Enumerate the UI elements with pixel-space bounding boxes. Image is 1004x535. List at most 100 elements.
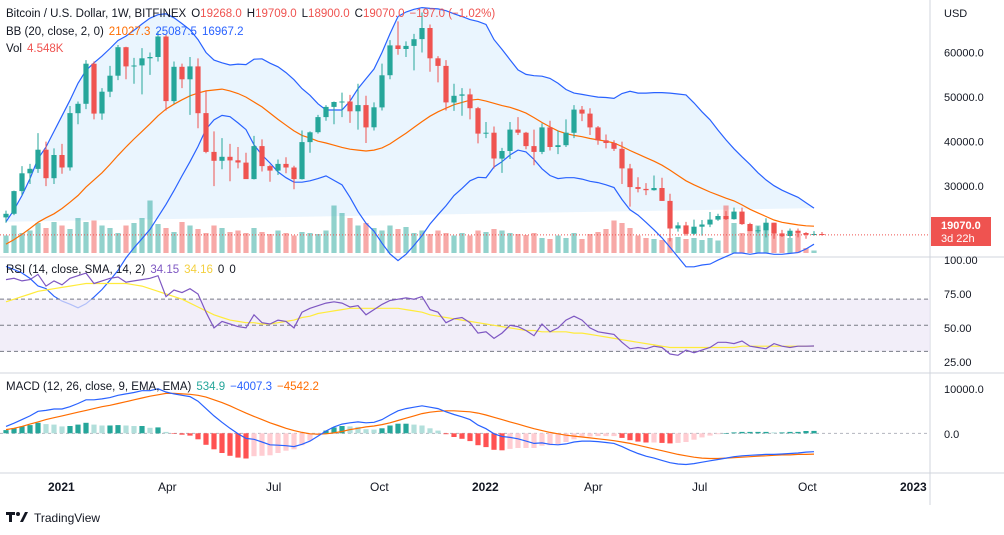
macd-histogram-bar [99, 425, 105, 434]
volume-bar [435, 230, 441, 253]
open-label: O [191, 8, 201, 20]
macd-histogram-bar [507, 433, 513, 449]
candle-body [59, 155, 65, 168]
volume-bar [211, 225, 217, 253]
macd-histogram-bar [203, 433, 209, 445]
vol-legend[interactable]: Vol 4.548K [6, 43, 68, 55]
candle-body [451, 95, 457, 103]
macd-pane [0, 388, 930, 466]
last-price-value: 19070.0 [941, 220, 981, 232]
macd-signal-value: −4542.2 [277, 381, 319, 393]
candle-body [211, 151, 217, 161]
bollinger-band-fill [6, 7, 814, 222]
bb-basis-value: 21027.3 [108, 26, 151, 38]
volume-bar [75, 218, 81, 253]
macd-histogram-bar [291, 433, 297, 450]
macd-histogram-bar [3, 430, 9, 434]
volume-bar [347, 218, 353, 253]
candle-body [99, 91, 105, 114]
candle-body [715, 216, 721, 220]
macd-histogram-bar [43, 424, 49, 434]
macd-histogram-bar [259, 433, 265, 456]
volume-bar [379, 230, 385, 253]
candle-body [731, 211, 737, 220]
volume-bar [763, 223, 769, 253]
brand-name[interactable]: TradingView [34, 511, 101, 525]
volume-bar [507, 233, 513, 253]
macd-signal-line [5, 392, 815, 460]
chart-area[interactable]: USD 60000.0 50000.0 40000.0 30000.0 1907… [0, 0, 1004, 505]
candle-body [403, 45, 409, 49]
candle-body [155, 36, 161, 57]
candle-body [443, 65, 449, 103]
volume-bar [667, 238, 673, 253]
macd-legend[interactable]: MACD (12, 26, close, 9, EMA, EMA) 534.9 −4… [6, 381, 324, 393]
candle-body [395, 45, 401, 49]
candle-body [3, 213, 9, 218]
candle-body [467, 94, 473, 109]
candle-body [475, 108, 481, 134]
macd-histogram-bar [27, 425, 33, 434]
candle-body [83, 63, 89, 104]
macd-histogram-bar [635, 433, 641, 442]
candle-body [147, 57, 153, 59]
macd-histogram-bar [139, 426, 145, 434]
candle-body [523, 132, 529, 147]
volume-bar [563, 238, 569, 253]
symbol-legend[interactable]: Bitcoin / U.S. Dollar, 1W, BITFINEX O1926… [6, 8, 500, 20]
macd-histogram-bar [715, 433, 721, 435]
macd-histogram-bar [779, 432, 785, 434]
macd-histogram-bar [587, 433, 593, 437]
macd-histogram-bar [491, 433, 497, 450]
macd-histogram-bar [171, 433, 177, 434]
rsi-label: RSI (14, close, SMA, 14, 2) [6, 264, 146, 276]
macd-histogram-bar [435, 430, 441, 434]
volume-bar [723, 205, 729, 253]
candle-body [531, 146, 537, 152]
macd-histogram-bar [403, 423, 409, 434]
volume-bar [131, 223, 137, 253]
close-label: C [354, 8, 363, 20]
macd-histogram-bar [427, 428, 433, 434]
volume-bars [3, 200, 817, 253]
volume-bar [171, 232, 177, 253]
candle-body [795, 230, 801, 233]
time-label: Oct [798, 480, 817, 494]
macd-label: MACD (12, 26, close, 9, EMA, EMA) [6, 381, 192, 393]
tradingview-logo-icon[interactable] [6, 510, 28, 526]
macd-histogram-bar [107, 425, 113, 434]
volume-bar [355, 225, 361, 253]
rsi-legend[interactable]: RSI (14, close, SMA, 14, 2) 34.15 34.16 0 0 [6, 264, 241, 276]
macd-histogram-bar [155, 427, 161, 434]
macd-histogram-bar [675, 433, 681, 443]
macd-histogram-bar [787, 431, 793, 434]
macd-histogram-bar [643, 433, 649, 443]
macd-histogram-bar [91, 424, 97, 434]
time-label: Apr [584, 480, 603, 494]
candle-body [611, 143, 617, 149]
candle-body [267, 166, 273, 171]
candle-body [691, 226, 697, 234]
rsi-tick: 75.00 [944, 289, 972, 301]
macd-histogram-bar [595, 433, 601, 437]
volume-bar [427, 234, 433, 253]
volume-bar [307, 233, 313, 253]
macd-tick: 10000.0 [944, 384, 984, 396]
bb-legend[interactable]: BB (20, close, 2, 0) 21027.3 25087.5 16967.… [6, 26, 249, 38]
volume-bar [779, 235, 785, 253]
macd-histogram-bar [499, 433, 505, 451]
candle-body [379, 75, 385, 108]
macd-histogram-bar [211, 433, 217, 450]
rsi-pane [0, 272, 930, 356]
last-price-badge [931, 217, 991, 246]
candle-body [11, 191, 17, 214]
macd-histogram-bar [195, 433, 201, 440]
high-value: 19709.0 [255, 8, 297, 20]
chart-canvas[interactable]: USD 60000.0 50000.0 40000.0 30000.0 1907… [0, 0, 1004, 505]
candle-body [123, 47, 129, 67]
close-value: 19070.0 [362, 8, 405, 20]
volume-bar [83, 222, 89, 253]
candle-body [139, 58, 145, 66]
candle-body [195, 66, 201, 114]
volume-bar [467, 235, 473, 253]
